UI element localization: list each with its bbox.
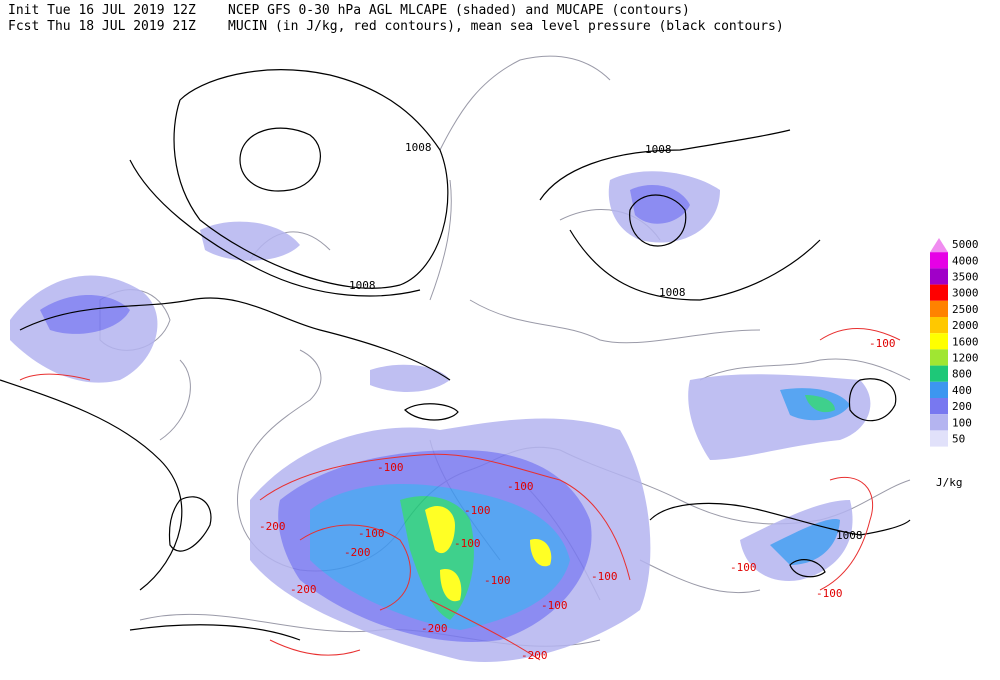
legend-unit: J/kg bbox=[936, 476, 963, 489]
cin-label: -200 bbox=[290, 583, 317, 596]
legend-label: 2500 bbox=[952, 303, 979, 316]
legend-swatch bbox=[930, 317, 948, 334]
cin-label: -100 bbox=[358, 527, 385, 540]
legend-label: 400 bbox=[952, 384, 972, 397]
legend-label: 50 bbox=[952, 433, 965, 446]
cin-label: -200 bbox=[421, 622, 448, 635]
legend-swatch bbox=[930, 284, 948, 301]
cin-label: -200 bbox=[344, 546, 371, 559]
legend-label: 2000 bbox=[952, 319, 979, 332]
pressure-label: 1008 bbox=[405, 141, 432, 154]
cin-label: -100 bbox=[869, 337, 896, 350]
legend-label: 1200 bbox=[952, 352, 979, 365]
legend-swatch bbox=[930, 414, 948, 431]
legend-swatch bbox=[930, 300, 948, 317]
legend-label: 100 bbox=[952, 416, 972, 429]
legend-swatch bbox=[930, 398, 948, 415]
cin-label: -100 bbox=[454, 537, 481, 550]
init-time: Init Tue 16 JUL 2019 12Z bbox=[8, 3, 196, 18]
title-line1: NCEP GFS 0-30 hPa AGL MLCAPE (shaded) an… bbox=[228, 3, 690, 18]
legend-label: 4000 bbox=[952, 254, 979, 267]
cin-label: -100 bbox=[591, 570, 618, 583]
legend-swatch bbox=[930, 349, 948, 366]
legend-swatch bbox=[930, 333, 948, 350]
legend-swatch bbox=[930, 365, 948, 382]
legend-label: 5000 bbox=[952, 238, 979, 251]
title-line2: MUCIN (in J/kg, red contours), mean sea … bbox=[228, 19, 784, 34]
cin-labels: -100 -100 -100 -100 -100 -100 -100 -100 … bbox=[259, 337, 896, 662]
cin-contours bbox=[19, 327, 901, 661]
pressure-label: 1008 bbox=[836, 529, 863, 542]
legend-label: 3000 bbox=[952, 287, 979, 300]
pressure-label: 1008 bbox=[349, 279, 376, 292]
cin-label: -100 bbox=[464, 504, 491, 517]
legend-swatch bbox=[930, 252, 948, 269]
legend-swatch bbox=[930, 238, 948, 253]
pressure-labels: 1008 1008 1008 1008 1008 bbox=[349, 141, 863, 542]
cin-label: -100 bbox=[507, 480, 534, 493]
legend-swatch bbox=[930, 430, 948, 447]
legend: 5000 4000 3500 3000 2500 2000 1600 1200 800 400 20… bbox=[930, 238, 979, 447]
forecast-time: Fcst Thu 18 JUL 2019 21Z bbox=[8, 19, 196, 34]
cin-label: -100 bbox=[730, 561, 757, 574]
legend-swatch bbox=[930, 268, 948, 285]
cin-label: -100 bbox=[377, 461, 404, 474]
cin-label: -100 bbox=[816, 587, 843, 600]
pressure-label: 1008 bbox=[645, 143, 672, 156]
map: 1008 1008 1008 1008 1008 -100 -100 -100 … bbox=[0, 55, 911, 662]
cin-label: -100 bbox=[541, 599, 568, 612]
pressure-label: 1008 bbox=[659, 286, 686, 299]
legend-swatch bbox=[930, 381, 948, 398]
cin-label: -200 bbox=[259, 520, 286, 533]
legend-label: 200 bbox=[952, 400, 972, 413]
cin-label: -100 bbox=[484, 574, 511, 587]
cin-label: -200 bbox=[521, 649, 548, 662]
cape-shading bbox=[10, 171, 871, 662]
legend-label: 1600 bbox=[952, 335, 979, 348]
pressure-contours bbox=[0, 69, 911, 641]
legend-label: 800 bbox=[952, 368, 972, 381]
legend-label: 3500 bbox=[952, 271, 979, 284]
